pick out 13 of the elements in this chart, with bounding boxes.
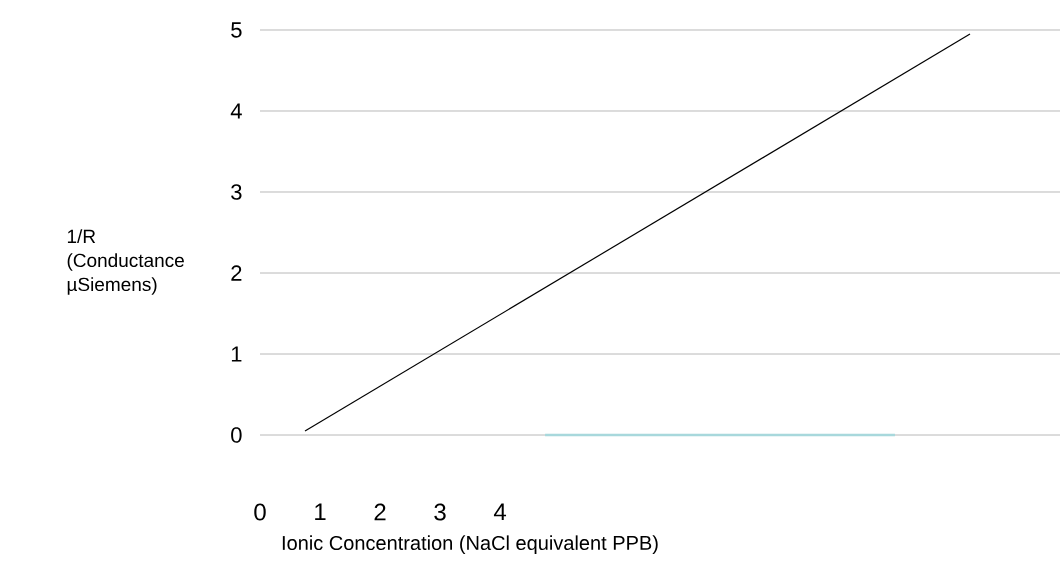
y-tick-label: 2 xyxy=(231,265,242,281)
x-tick-label: 4 xyxy=(493,503,507,521)
x-tick-label: 1 xyxy=(315,503,326,521)
y-tick-label: 1 xyxy=(231,346,242,362)
y-tick-label: 3 xyxy=(231,184,242,200)
x-tick-label: 2 xyxy=(374,503,386,521)
y-tick-label: 5 xyxy=(231,22,242,38)
y-axis-title: 1/R (Conductance µSiemens) xyxy=(67,229,184,295)
x-tick-label: 0 xyxy=(254,503,266,521)
y-tick-label: 4 xyxy=(230,103,242,119)
x-tick-label: 3 xyxy=(434,503,446,521)
y-tick-label: 0 xyxy=(231,427,242,443)
x-axis-title: Ionic Concentration (NaCl equivalent PPB) xyxy=(282,535,658,554)
